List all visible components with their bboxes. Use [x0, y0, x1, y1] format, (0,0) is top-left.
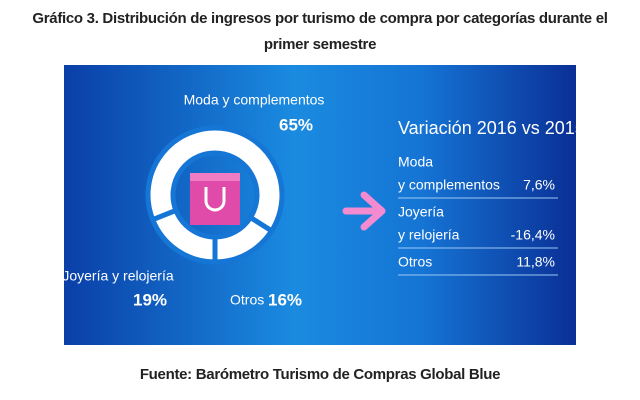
row-value: -16,4%: [511, 227, 555, 243]
pie-slice: [212, 214, 276, 265]
row-value: 11,8%: [516, 254, 555, 270]
slice-value-label: 16%: [268, 290, 302, 309]
row-label: y complementos: [398, 177, 500, 193]
slice-value-label: 65%: [279, 115, 313, 134]
source-note: Fuente: Barómetro Turismo de Compras Glo…: [139, 366, 501, 383]
row-label: y relojería: [398, 227, 460, 243]
arrow-icon: [342, 191, 386, 231]
bag-icon: [190, 173, 240, 225]
row-label: Joyería: [398, 204, 444, 220]
pie-slice: [149, 207, 218, 265]
chart-title: Gráfico 3. Distribución de ingresos por …: [32, 10, 608, 53]
slice-label: Moda y complementos: [184, 92, 325, 108]
row-label: Moda: [398, 154, 433, 170]
table-title: Variación 2016 vs 2015: [398, 118, 576, 138]
slice-value-label: 19%: [133, 290, 167, 309]
slice-label: Otros: [230, 292, 264, 308]
slice-label: Joyería y relojería: [64, 268, 174, 284]
pie-slice: [145, 125, 285, 235]
row-value: 7,6%: [523, 177, 555, 193]
chart: Moda y complementos 65% Joyería y relojerí…: [64, 65, 576, 345]
row-label: Otros: [398, 254, 432, 270]
